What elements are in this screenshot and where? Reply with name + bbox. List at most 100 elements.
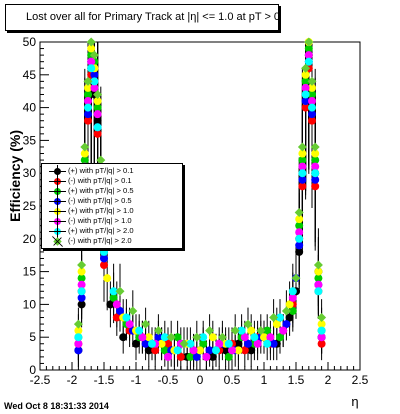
data-point bbox=[144, 346, 153, 355]
data-point bbox=[106, 300, 115, 309]
data-point bbox=[90, 77, 99, 86]
y-tick-label: 40 bbox=[23, 101, 37, 115]
data-point bbox=[295, 221, 304, 230]
data-point bbox=[308, 90, 316, 99]
data-point bbox=[80, 142, 90, 152]
data-point bbox=[301, 90, 310, 99]
y-tick-label: 30 bbox=[23, 166, 37, 180]
data-point bbox=[311, 162, 320, 171]
data-point bbox=[103, 274, 112, 283]
data-point bbox=[186, 339, 195, 348]
data-point bbox=[294, 208, 304, 218]
data-point bbox=[135, 326, 144, 335]
data-point bbox=[308, 116, 316, 125]
data-point bbox=[138, 333, 147, 342]
data-point bbox=[112, 313, 121, 322]
data-point bbox=[272, 320, 281, 329]
data-point bbox=[269, 339, 278, 348]
data-point bbox=[313, 260, 323, 270]
data-point bbox=[84, 116, 92, 125]
data-point bbox=[153, 326, 163, 336]
data-point bbox=[154, 333, 163, 342]
data-point bbox=[247, 346, 256, 355]
data-point bbox=[128, 306, 138, 316]
data-point bbox=[160, 333, 169, 342]
x-tick-label: 1 bbox=[261, 373, 268, 387]
data-point bbox=[93, 103, 102, 112]
y-tick-label: 45 bbox=[23, 68, 37, 82]
data-point bbox=[308, 103, 316, 112]
data-point bbox=[100, 261, 108, 270]
legend-marker bbox=[49, 225, 66, 238]
data-point bbox=[301, 103, 310, 112]
data-point bbox=[87, 64, 96, 73]
data-point bbox=[141, 319, 151, 329]
data-point bbox=[176, 352, 185, 361]
data-point bbox=[179, 339, 189, 349]
data-point bbox=[317, 313, 327, 323]
legend-label: (-) with pT/|q| > 1.0 bbox=[68, 216, 132, 225]
data-point bbox=[199, 333, 208, 342]
data-point bbox=[317, 339, 326, 348]
data-point bbox=[109, 287, 118, 296]
data-point bbox=[282, 320, 291, 329]
data-point bbox=[205, 346, 214, 355]
data-point bbox=[217, 332, 227, 342]
data-point bbox=[295, 234, 304, 243]
data-point bbox=[276, 313, 284, 322]
legend: (+) with pT/|q| > 0.1 (-) with pT/|q| > 0… bbox=[41, 163, 183, 249]
data-point bbox=[74, 333, 83, 342]
data-point bbox=[74, 346, 83, 355]
x-tick-label: -2 bbox=[67, 373, 78, 387]
legend-marker bbox=[49, 165, 66, 178]
data-point bbox=[304, 51, 313, 60]
legend-marker bbox=[49, 205, 66, 218]
data-point bbox=[144, 333, 153, 342]
data-point bbox=[281, 306, 291, 316]
data-point bbox=[285, 313, 294, 322]
legend-entry: (-) with pT/|q| > 0.1 bbox=[42, 175, 182, 188]
data-point bbox=[240, 346, 249, 355]
y-axis-label: Efficiency (%) bbox=[7, 130, 23, 222]
data-point bbox=[125, 320, 134, 329]
data-point bbox=[115, 286, 125, 296]
data-point bbox=[160, 346, 169, 355]
data-point bbox=[208, 333, 217, 342]
legend-label: (+) with pT/|q| > 2.0 bbox=[68, 226, 134, 235]
data-point bbox=[77, 300, 86, 309]
data-point bbox=[311, 149, 320, 158]
data-point bbox=[100, 254, 108, 263]
y-tick-label: 15 bbox=[23, 265, 37, 279]
data-point bbox=[205, 326, 215, 336]
data-point bbox=[285, 300, 294, 309]
data-point bbox=[250, 333, 259, 342]
data-point bbox=[77, 287, 86, 296]
legend-marker bbox=[53, 237, 62, 246]
data-point bbox=[84, 110, 92, 119]
y-tick-label: 25 bbox=[23, 199, 37, 213]
data-point bbox=[288, 306, 297, 315]
data-point bbox=[192, 332, 202, 342]
data-point bbox=[164, 339, 172, 348]
data-point bbox=[304, 44, 313, 53]
data-point bbox=[151, 346, 160, 355]
data-point bbox=[311, 182, 320, 191]
data-point bbox=[304, 57, 313, 66]
data-point bbox=[212, 346, 220, 355]
data-point bbox=[260, 333, 268, 342]
data-point bbox=[77, 267, 86, 276]
data-point bbox=[215, 339, 224, 348]
data-point bbox=[93, 89, 103, 99]
legend-entry: (-) with pT/|q| > 0.5 bbox=[42, 195, 182, 208]
data-point bbox=[189, 346, 198, 355]
data-point bbox=[73, 319, 83, 329]
data-point bbox=[86, 37, 96, 47]
data-point bbox=[89, 50, 99, 60]
x-tick-label: -2.5 bbox=[30, 373, 51, 387]
data-point bbox=[196, 346, 204, 355]
data-point bbox=[279, 326, 288, 335]
data-point bbox=[100, 247, 108, 256]
data-point bbox=[157, 339, 166, 348]
data-point bbox=[173, 346, 182, 355]
data-point bbox=[307, 76, 317, 86]
